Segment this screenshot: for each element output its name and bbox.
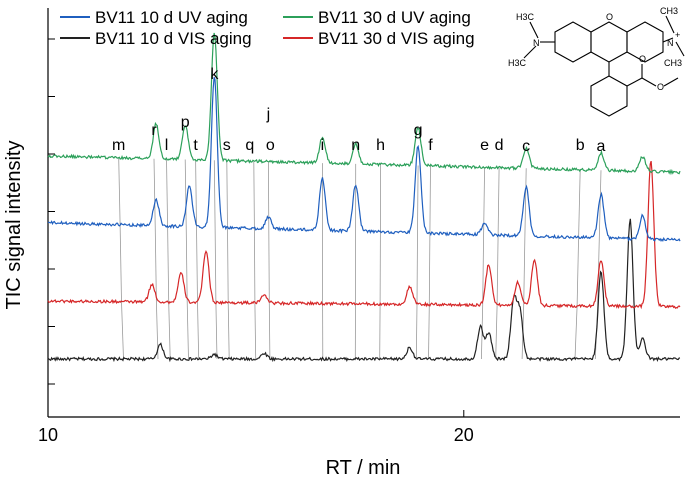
peak-connector (495, 167, 500, 360)
peak-label-t: t (193, 137, 198, 154)
peak-connector (213, 160, 218, 360)
series-line (47, 77, 681, 243)
structure-bond-ethyl-left-down (523, 45, 537, 59)
structure-ring-left (554, 21, 592, 63)
peak-connector (415, 165, 419, 360)
structure-label-h3c-top: H3C (516, 12, 535, 22)
peak-label-p: p (181, 114, 190, 131)
structure-ring-phenyl (590, 75, 628, 117)
structure-label-charge: + (675, 30, 680, 40)
peak-connector (195, 159, 200, 360)
peak-label-q: q (245, 137, 254, 154)
series-line (47, 218, 681, 363)
peak-label-d: d (495, 137, 504, 154)
structure-bond-ester-o (641, 77, 657, 87)
peak-connector (166, 158, 171, 360)
structure-bond-ethyl-left-up (529, 21, 539, 39)
x-tick-label: 10 (38, 425, 58, 445)
series-group (47, 32, 681, 363)
peak-connector (268, 161, 271, 360)
peak-connector (153, 158, 159, 360)
x-ticks: 10 20 (38, 410, 474, 445)
peak-connector (118, 157, 124, 360)
peak-connector (379, 164, 381, 360)
structure-ring-right (626, 21, 664, 63)
chemical-structure-drawing: H3C N H3C O N + CH3 CH3 O O (508, 6, 685, 117)
legend-label-vis10: BV11 10 d VIS aging (95, 29, 252, 48)
peak-label-r: r (151, 122, 157, 139)
peak-label-b: b (576, 137, 585, 154)
peak-label-l: l (165, 137, 169, 154)
legend-label-vis30: BV11 30 d VIS aging (318, 29, 475, 48)
structure-ring-center (590, 21, 628, 63)
peak-connector (253, 161, 257, 360)
x-tick-label: 20 (454, 425, 474, 445)
structure-label-n-right: N (667, 38, 674, 48)
structure-label-ch3-bottom: CH3 (664, 58, 682, 68)
structure-bond-ethyl-ester (663, 77, 679, 87)
series-line (47, 160, 681, 310)
y-axis-label: TIC signal intensity (3, 141, 25, 310)
legend-label-uv30: BV11 30 d UV aging (318, 8, 471, 27)
series-line (47, 32, 681, 176)
structure-label-ring-o: O (606, 12, 613, 22)
peak-label-g: g (414, 122, 423, 139)
peak-label-h: h (376, 137, 385, 154)
structure-label-n-left: N (533, 38, 540, 48)
peak-label-e: e (480, 137, 489, 154)
structure-bond-ethyl-right-up (665, 15, 675, 34)
structure-label-h3c-bottom: H3C (508, 58, 527, 68)
peak-connector (226, 160, 230, 360)
structure-bond-right-n (662, 37, 674, 43)
peak-connector-lines (118, 157, 602, 360)
structure-label-carbonyl-o: O (639, 54, 646, 64)
peak-connector (428, 165, 431, 360)
peak-label-a: a (597, 138, 606, 155)
peak-label-m: m (112, 137, 125, 154)
peak-connector (184, 159, 189, 360)
structure-bond-ester (626, 77, 643, 87)
y-ticks (48, 38, 55, 385)
peak-label-j: j (266, 106, 271, 123)
peak-label-k: k (210, 66, 219, 83)
peak-label-i: i (321, 137, 325, 154)
peak-label-o: o (266, 137, 275, 154)
x-axis-label: RT / min (326, 457, 401, 479)
legend: BV11 10 d UV aging BV11 30 d UV aging BV… (60, 8, 475, 48)
structure-bond-ethyl-right-down (675, 41, 685, 57)
axes (47, 8, 680, 418)
legend-label-uv10: BV11 10 d UV aging (95, 8, 248, 27)
structure-label-ester-o: O (657, 82, 664, 92)
structure-label-ch3-top: CH3 (660, 6, 678, 16)
peak-label-s: s (223, 137, 231, 154)
peak-connector (574, 169, 581, 360)
peak-label-f: f (428, 137, 433, 154)
peak-label-c: c (522, 138, 530, 155)
peak-label-n: n (351, 137, 360, 154)
